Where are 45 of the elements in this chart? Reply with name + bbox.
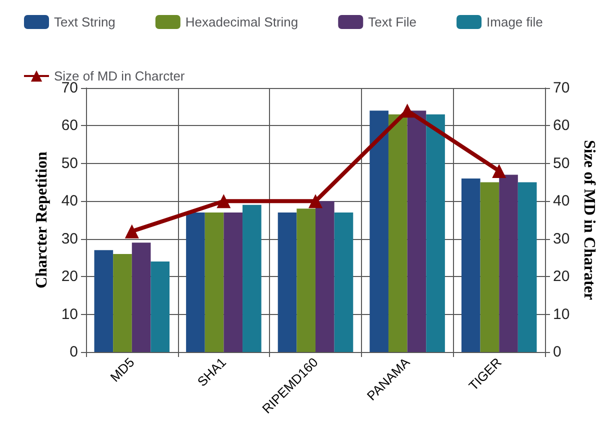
bar	[316, 201, 334, 352]
bar	[224, 212, 243, 352]
point	[216, 194, 231, 208]
y2-tick-label: 30	[553, 230, 570, 248]
y2-tick-label: 70	[553, 80, 570, 96]
point	[308, 194, 322, 208]
y-tick-label: 20	[61, 268, 78, 286]
bar	[296, 208, 316, 352]
bar	[461, 178, 480, 352]
y2-tick-label: 20	[553, 268, 570, 286]
bar	[204, 212, 224, 352]
y2-tick-label: 40	[553, 192, 570, 210]
point	[124, 224, 139, 238]
bar	[334, 212, 354, 352]
legend-label: Text String	[54, 14, 116, 30]
bar	[132, 242, 151, 352]
bar	[480, 182, 500, 352]
bar	[94, 250, 114, 352]
legend-label: Image file	[486, 14, 543, 30]
bar	[278, 212, 297, 352]
legend-label: Hexadecimal String	[185, 14, 298, 30]
y2-tick-label: 10	[553, 306, 570, 323]
y-tick-label: 60	[61, 117, 78, 134]
bar	[242, 204, 262, 352]
y2-tick-label: 60	[553, 117, 570, 134]
y-axis-title: Charcter Repetition	[34, 152, 50, 288]
bar	[186, 212, 205, 352]
y-tick-label: 0	[70, 344, 78, 360]
y2-axis-title: Size of MD in Charater	[580, 140, 598, 300]
y-tick-label: 10	[61, 306, 78, 323]
bar	[426, 114, 445, 352]
legend-label: Text File	[368, 14, 417, 30]
y-tick-label: 50	[61, 154, 78, 172]
bar	[518, 182, 537, 352]
y2-tick-label: 50	[553, 154, 570, 172]
bar	[370, 110, 388, 352]
point	[492, 164, 506, 178]
y-tick-label: 30	[61, 230, 78, 248]
bar	[499, 174, 518, 352]
bar	[407, 110, 426, 352]
bar	[113, 254, 132, 352]
bar	[150, 261, 170, 352]
y-tick-label: 40	[61, 192, 78, 210]
y2-tick-label: 0	[553, 344, 562, 360]
bar	[388, 114, 408, 352]
